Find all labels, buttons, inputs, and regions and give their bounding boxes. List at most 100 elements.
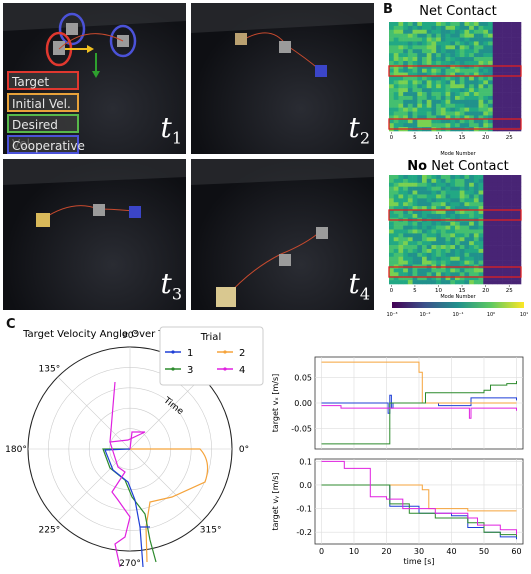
heatmap-cell — [459, 202, 465, 207]
heatmap-cell — [478, 229, 484, 234]
heatmap-cell — [407, 99, 413, 105]
heatmap-cell — [436, 186, 442, 191]
legend-marker-1 — [171, 350, 175, 354]
heatmap-cell — [502, 237, 508, 242]
heatmap-cell — [403, 60, 409, 66]
heatmap-cell — [417, 95, 423, 101]
heatmap-cell — [403, 92, 409, 97]
heatmap-cell — [492, 237, 498, 242]
heatmap-cell — [393, 92, 399, 97]
heatmap-cell — [393, 53, 399, 58]
robots-illustration-t4 — [191, 159, 374, 307]
heatmap-cell — [445, 53, 451, 58]
heatmap-cell — [469, 233, 475, 238]
heatmap-cell — [488, 194, 494, 199]
heatmap-cell — [426, 190, 432, 195]
heatmap-cell — [497, 37, 503, 42]
heatmap-cell — [478, 210, 484, 215]
heatmap-cell — [511, 178, 517, 184]
heatmap-cell — [393, 119, 399, 124]
heatmap-cell — [407, 92, 413, 97]
heatmap-cell — [393, 60, 399, 66]
heatmap-cell — [422, 213, 428, 219]
heatmap-cell — [417, 272, 423, 277]
xtick-label: 10 — [349, 547, 359, 556]
colorbar-tick-label: 10⁰ — [487, 312, 495, 318]
heatmap-cell — [431, 22, 437, 27]
heatmap-cell — [483, 60, 489, 66]
heatmap-cell — [445, 72, 451, 77]
heatmap-cell — [436, 99, 442, 105]
heatmap-cell — [450, 29, 456, 34]
heatmap-cell — [431, 111, 437, 116]
heatmap-cell — [426, 45, 432, 50]
heatmap-cell — [407, 245, 413, 250]
heatmap-cell — [473, 225, 479, 230]
heatmap-cell — [483, 198, 489, 203]
heatmap-cell — [417, 123, 423, 128]
heatmap-cell — [445, 233, 451, 238]
heatmap-cell — [407, 256, 413, 261]
polar-chart: Target Velocity Angle Over Time 90°135°1… — [5, 326, 264, 569]
heatmap-cell — [455, 198, 461, 203]
heatmap-cell — [412, 268, 418, 273]
heatmap-cell — [469, 33, 475, 38]
heatmap-cell — [511, 41, 517, 46]
heatmap-cell — [459, 68, 465, 73]
heatmap-cell — [407, 57, 413, 62]
heatmap-cell — [511, 245, 517, 250]
heatmap-cell — [492, 198, 498, 203]
heatmap-cell — [511, 68, 517, 73]
heatmap-cell — [389, 190, 395, 195]
heatmap-cell — [492, 213, 498, 219]
heatmap-cell — [511, 186, 517, 191]
heatmap-cell — [478, 260, 484, 265]
heatmap-cell — [431, 202, 437, 207]
heatmap-cell — [516, 45, 522, 50]
heatmap-cell — [445, 221, 451, 226]
heatmap-cell — [426, 194, 432, 199]
heatmap-cell — [516, 221, 522, 226]
photo-t3: t3 — [3, 159, 186, 310]
heatmap-cell — [502, 29, 508, 34]
heatmap-cell — [455, 256, 461, 261]
heatmap-cell — [464, 198, 470, 203]
heatmap-cell — [488, 80, 494, 85]
heatmap-cell — [483, 237, 489, 242]
heatmap-cell — [450, 194, 456, 199]
heatmap-cell — [426, 221, 432, 226]
heatmap-cell — [389, 76, 395, 81]
heatmap-cell — [488, 57, 494, 62]
heatmap-cell — [506, 64, 512, 70]
heatmap-cell — [502, 92, 508, 97]
heatmap-cell — [497, 206, 503, 211]
heatmap-cell — [440, 95, 446, 101]
heatmap-cell — [426, 237, 432, 242]
heatmap-cell — [445, 119, 451, 124]
heatmap-cell — [426, 182, 432, 187]
heatmap-cell — [511, 64, 517, 70]
heatmap-cell — [422, 64, 428, 70]
heatmap-cell — [483, 256, 489, 261]
heatmap-cell — [497, 64, 503, 70]
panel-letter-c: C — [6, 317, 16, 332]
heatmap-cell — [483, 111, 489, 116]
heatmap-cell — [455, 111, 461, 116]
heatmap-cell — [459, 29, 465, 34]
heatmap-cell — [417, 72, 423, 77]
heatmap-cell — [445, 182, 451, 187]
heatmap-cell — [450, 37, 456, 42]
heatmap-cell — [389, 119, 395, 124]
heatmap-cell — [422, 225, 428, 230]
heatmap-cell — [450, 64, 456, 70]
heatmap-cell — [516, 233, 522, 238]
heatmap-cell — [506, 60, 512, 66]
heatmap-cell — [440, 49, 446, 54]
heatmap-cell — [516, 99, 522, 105]
heatmap-cell — [488, 268, 494, 273]
heatmap-cell — [393, 198, 399, 203]
heatmap-cell — [403, 206, 409, 211]
heatmap-cell — [426, 119, 432, 124]
heatmap-cell — [459, 245, 465, 250]
heatmap-cell — [436, 260, 442, 265]
